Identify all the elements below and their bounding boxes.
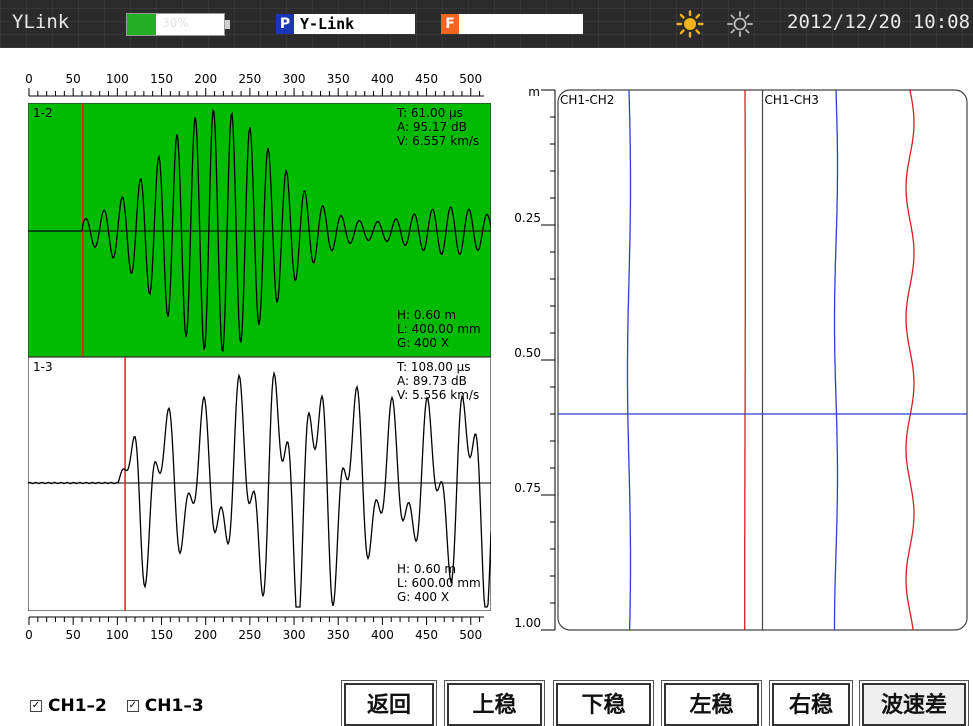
waveform-h-label: H: 0.60 m: [397, 562, 456, 576]
channel-checkboxes: ✓ CH1–2 ✓ CH1–3: [30, 693, 218, 716]
battery-terminal: [225, 20, 230, 29]
battery-indicator: 30%: [126, 13, 230, 36]
depth-tick-label: 1.00: [514, 616, 541, 630]
waveform-l-label: L: 400.00 mm: [397, 322, 481, 336]
ruler-tick-label: 450: [415, 72, 438, 86]
checkbox-ch1-2[interactable]: ✓ CH1–2: [30, 696, 107, 716]
waveform-background: [28, 103, 491, 358]
waveform-h-label: H: 0.60 m: [397, 308, 456, 322]
ruler-tick-label: 350: [327, 628, 350, 642]
waveform-g-label: G: 400 X: [397, 336, 449, 350]
waveform-g-label: G: 400 X: [397, 590, 449, 604]
ruler-tick-label: 400: [371, 628, 394, 642]
ruler-tick-label: 100: [106, 72, 129, 86]
velocity-trace: [833, 89, 839, 630]
amplitude-trace: [744, 90, 746, 630]
ruler-tick-label: 250: [238, 628, 261, 642]
ruler-tick-label: 300: [283, 628, 306, 642]
ruler-tick-label: 250: [238, 72, 261, 86]
checkbox-label: CH1–2: [48, 696, 107, 716]
depth-tick-label: 0.50: [514, 346, 541, 360]
ruler-tick-label: 0: [25, 72, 33, 86]
ruler-tick-label: 350: [327, 72, 350, 86]
ruler-tick-label: 150: [150, 628, 173, 642]
waveform-v-label: V: 5.556 km/s: [397, 388, 479, 402]
ruler-tick-label: 450: [415, 628, 438, 642]
waveform-a-label: A: 89.73 dB: [397, 374, 467, 388]
time-ruler-top: 0 50 100 150 200 250 300 350 400 450 500: [25, 72, 484, 97]
time-ruler-bottom: 0 50 100 150 200 250 300 350 400 450 500: [25, 616, 484, 642]
project-name-field[interactable]: Y-Link: [294, 14, 415, 34]
right-button[interactable]: 右稳: [769, 680, 853, 726]
waveform-background: [28, 356, 491, 611]
ruler-tick-label: 100: [106, 628, 129, 642]
ruler-tick-label: 500: [459, 628, 482, 642]
f-badge: F: [441, 14, 459, 34]
ruler-tick-label: 200: [194, 72, 217, 86]
up-button[interactable]: 上稳: [444, 680, 545, 726]
waveform-a-label: A: 95.17 dB: [397, 120, 467, 134]
battery-percent: 30%: [162, 16, 189, 30]
waveform-channel-1-2: 1-2 T: 61.00 μsA: 95.17 dBV: 6.557 km/s H:…: [28, 103, 491, 358]
waveform-trace: [28, 370, 491, 608]
velocity-diff-button[interactable]: 波速差: [859, 680, 969, 726]
waveform-channel-1-3: 1-3 T: 108.00 μsA: 89.73 dBV: 5.556 km/s H…: [28, 356, 491, 611]
file-name-field[interactable]: [459, 14, 583, 34]
left-button[interactable]: 左稳: [661, 680, 762, 726]
down-button[interactable]: 下稳: [553, 680, 654, 726]
ruler-tick-label: 400: [371, 72, 394, 86]
checkbox-ch1-3[interactable]: ✓ CH1–3: [126, 696, 204, 716]
ruler-tick-label: 500: [459, 72, 482, 86]
waveform-panel[interactable]: 1-2 T: 61.00 μsA: 95.17 dBV: 6.557 km/s H:…: [28, 103, 491, 611]
ruler-tick-label: 150: [150, 72, 173, 86]
column-title: CH1-CH2: [560, 93, 614, 107]
status-bar: YLink 30% P Y-Link F 2012/12/20 10:08: [0, 0, 973, 48]
velocity-trace: [626, 89, 632, 631]
checkbox-mark[interactable]: ✓: [30, 700, 42, 712]
brightness-high-icon[interactable]: [676, 10, 704, 38]
datetime-display: 2012/12/20 10:08: [787, 11, 971, 33]
depth-tick-label: 0.25: [514, 211, 541, 225]
waveform-channel-label: 1-3: [33, 360, 53, 374]
p-badge: P: [276, 14, 294, 34]
ruler-tick-label: 50: [66, 72, 81, 86]
battery-fill: [127, 14, 157, 35]
waveform-trace: [28, 108, 491, 352]
ruler-tick-label: 50: [66, 628, 81, 642]
waveform-channel-label: 1-2: [33, 106, 53, 120]
back-button[interactable]: 返回: [341, 680, 437, 726]
checkbox-label: CH1–3: [144, 696, 204, 716]
checkbox-mark[interactable]: ✓: [126, 700, 139, 712]
depth-profile-chart[interactable]: m 0.25 0.50 0.75 1.00 CH1-CH2 CH1-CH3: [500, 86, 973, 632]
amplitude-trace: [905, 89, 915, 631]
depth-unit-label: m: [528, 86, 540, 99]
ruler-tick-label: 0: [25, 628, 33, 642]
depth-tick-label: 0.75: [514, 481, 541, 495]
column-title: CH1-CH3: [765, 93, 819, 107]
brand-label: YLink: [12, 11, 70, 33]
waveform-l-label: L: 600.00 mm: [397, 576, 481, 590]
waveform-t-label: T: 61.00 μs: [396, 106, 463, 120]
ruler-tick-label: 200: [194, 628, 217, 642]
ruler-tick-label: 300: [283, 72, 306, 86]
waveform-t-label: T: 108.00 μs: [396, 360, 471, 374]
brightness-low-icon[interactable]: [726, 10, 754, 38]
waveform-v-label: V: 6.557 km/s: [397, 134, 479, 148]
